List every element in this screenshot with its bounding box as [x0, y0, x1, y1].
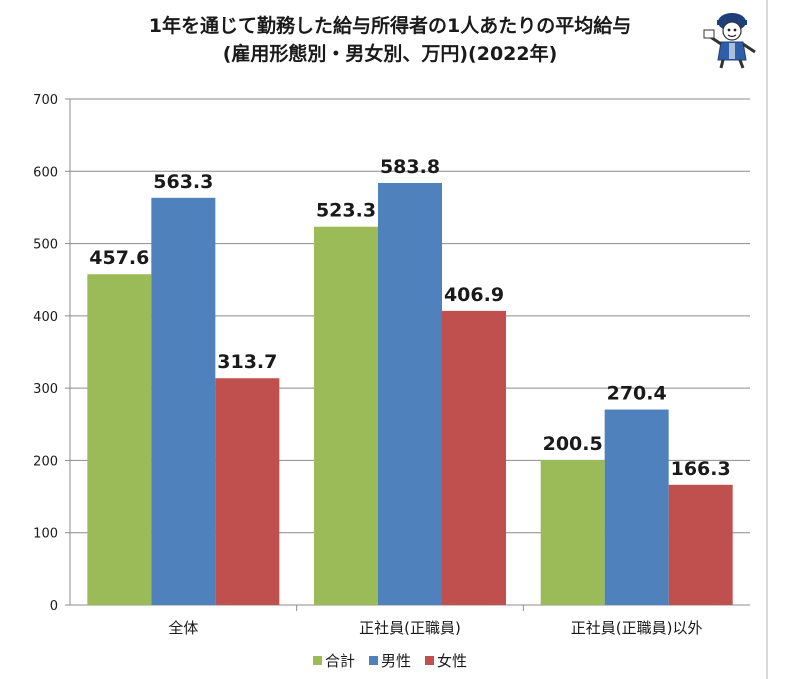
legend-swatch-female	[425, 656, 434, 665]
chart-title-block: 1年を通じて勤務した給与所得者の1人あたりの平均給与 (雇用形態別・男女別、万円…	[0, 12, 780, 68]
data-label: 457.6	[89, 247, 149, 269]
bar-female	[442, 310, 506, 605]
legend-item-male: 男性	[368, 650, 411, 671]
y-tick-label: 300	[33, 382, 58, 397]
y-tick-label: 100	[33, 527, 58, 542]
legend-label-total: 合計	[324, 652, 355, 670]
data-label: 523.3	[316, 200, 376, 222]
x-tick-label: 全体	[168, 619, 198, 637]
x-tick-label: 正社員(正職員)	[359, 619, 461, 637]
y-tick-label: 200	[33, 454, 58, 469]
bar-female	[668, 484, 733, 605]
legend-swatch-total	[312, 656, 322, 665]
data-label: 406.9	[444, 284, 504, 306]
y-tick-label: 500	[33, 238, 58, 253]
mascot-character-icon	[703, 13, 756, 69]
y-tick-label: 600	[33, 165, 58, 180]
data-label: 270.4	[607, 383, 667, 405]
bar-total	[540, 460, 605, 605]
bar-chart: 0 100 200 300 400 500 600 700 457.6 563.3 313.7 全体 5…	[33, 93, 750, 637]
legend-item-total: 合計	[312, 650, 355, 671]
data-label: 200.5	[543, 433, 603, 455]
chart-legend: 合計 男性 女性	[0, 650, 780, 671]
chart-subtitle: (雇用形態別・男女別、万円)(2022年)	[222, 43, 558, 65]
chart-frame	[766, 0, 768, 679]
y-tick-label: 700	[33, 93, 58, 108]
bar-female	[215, 378, 280, 605]
data-label: 563.3	[153, 171, 213, 193]
bar-male	[604, 409, 669, 605]
data-label: 313.7	[217, 351, 277, 373]
data-label: 583.8	[380, 156, 440, 178]
legend-label-male: 男性	[380, 652, 411, 670]
y-tick-label: 400	[33, 310, 58, 325]
bar-male	[151, 197, 216, 605]
chart-title: 1年を通じて勤務した給与所得者の1人あたりの平均給与	[148, 15, 632, 37]
legend-item-female: 女性	[425, 650, 467, 671]
legend-label-female: 女性	[437, 652, 468, 670]
legend-swatch-male	[368, 656, 378, 665]
bar-total	[87, 274, 152, 605]
bar-total	[314, 226, 378, 605]
bar-male	[378, 182, 442, 605]
y-tick-label: 0	[50, 599, 58, 614]
x-tick-label: 正社員(正職員)以外	[571, 619, 703, 637]
data-label: 166.3	[671, 458, 731, 480]
